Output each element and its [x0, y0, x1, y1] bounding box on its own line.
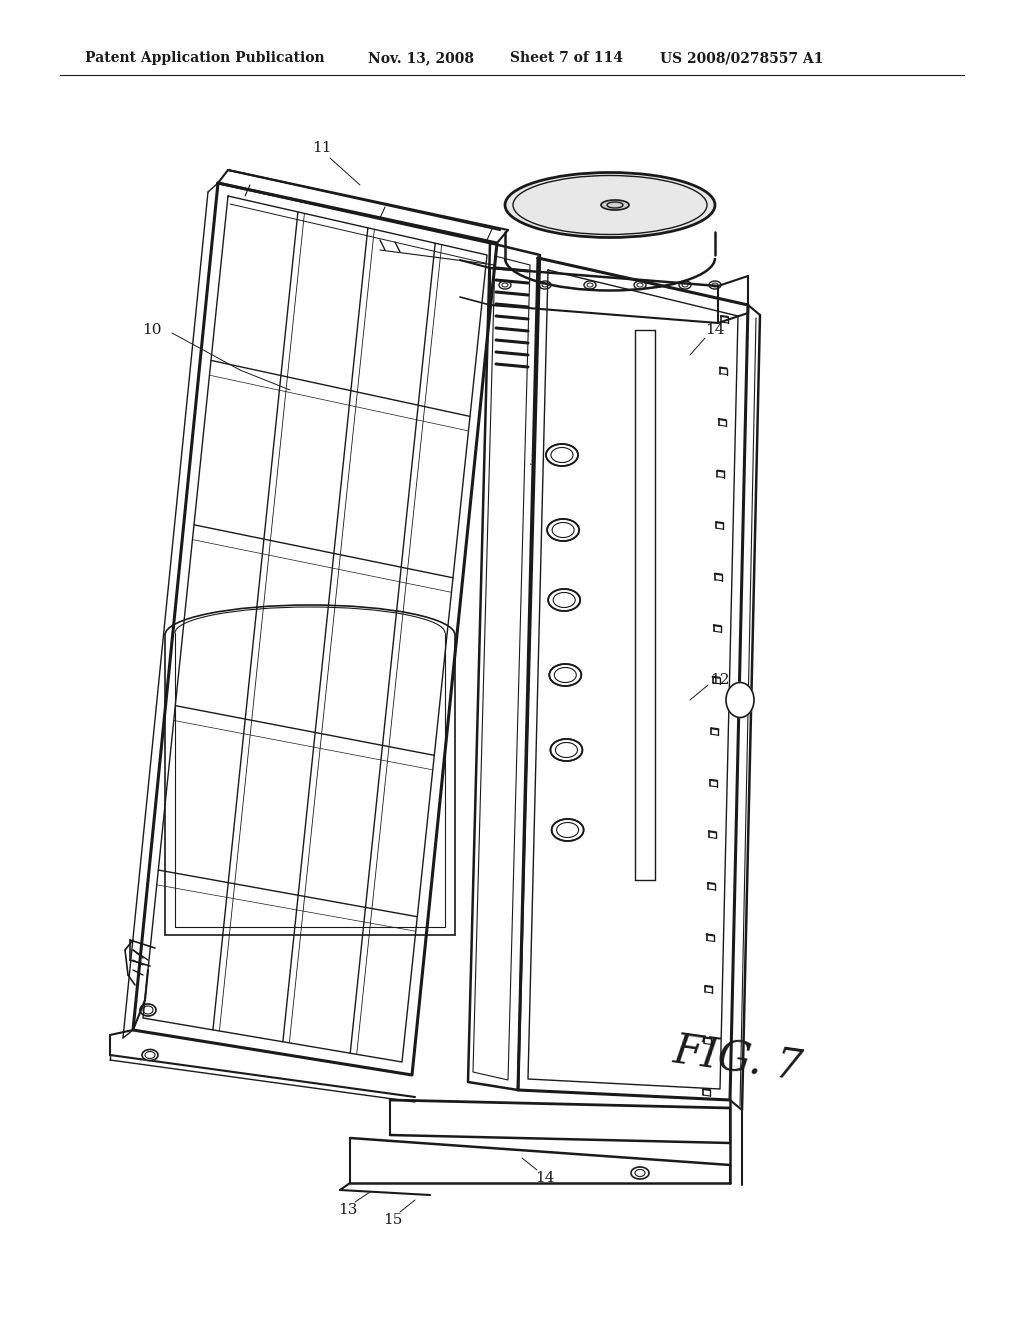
Ellipse shape	[631, 1167, 649, 1179]
Text: 11: 11	[312, 141, 332, 154]
Text: J: J	[530, 455, 536, 465]
Text: Sheet 7 of 114: Sheet 7 of 114	[510, 51, 623, 65]
Ellipse shape	[505, 173, 715, 238]
Ellipse shape	[547, 519, 580, 541]
Ellipse shape	[142, 1049, 158, 1060]
Text: 10: 10	[142, 323, 162, 337]
Ellipse shape	[726, 682, 754, 718]
Text: 15: 15	[383, 1213, 402, 1228]
Text: 12: 12	[711, 673, 730, 686]
Text: 13: 13	[338, 1203, 357, 1217]
Text: FIG. 7: FIG. 7	[670, 1030, 805, 1090]
Ellipse shape	[546, 444, 578, 466]
Ellipse shape	[549, 664, 582, 686]
Text: Patent Application Publication: Patent Application Publication	[85, 51, 325, 65]
Text: 14: 14	[706, 323, 725, 337]
Ellipse shape	[548, 589, 581, 611]
Text: US 2008/0278557 A1: US 2008/0278557 A1	[660, 51, 823, 65]
Ellipse shape	[551, 739, 583, 762]
Text: 14: 14	[536, 1171, 555, 1185]
Ellipse shape	[601, 201, 629, 210]
Ellipse shape	[552, 818, 584, 841]
Text: Nov. 13, 2008: Nov. 13, 2008	[368, 51, 474, 65]
